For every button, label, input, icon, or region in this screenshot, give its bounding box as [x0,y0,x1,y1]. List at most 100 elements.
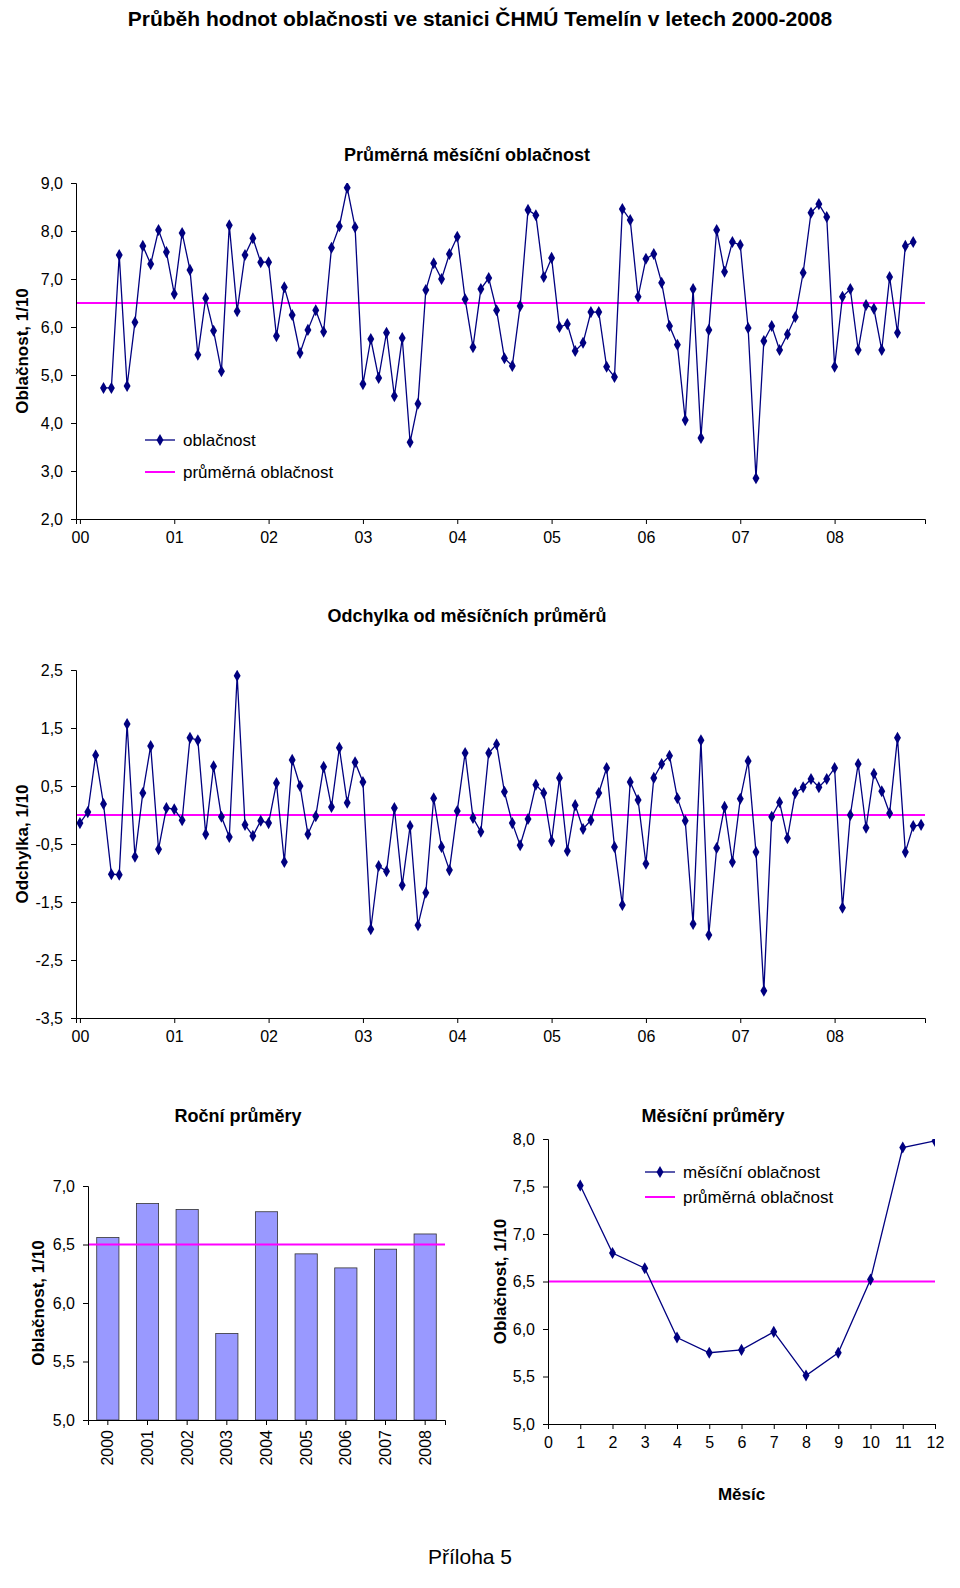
tick-mark [71,960,76,961]
marker [609,1247,616,1259]
marker [768,811,775,823]
marker [855,344,862,356]
axis-line [89,1421,446,1426]
marker [745,322,752,334]
chart: Odchylka od měsíčních průměrů-3,5-2,5-1,… [13,606,926,1045]
background [0,0,960,1588]
marker [359,776,366,788]
chart: Průměrná měsíční oblačnost2,03,04,05,06,… [13,145,926,546]
tick-label: 12 [927,1434,945,1451]
tick-mark [835,519,836,524]
marker [611,841,618,853]
marker [517,839,524,851]
marker [666,750,673,762]
tick-label: 01 [166,1028,184,1045]
tick-label: 00 [72,529,90,546]
tick-mark [147,1420,148,1425]
marker [705,929,712,941]
marker [839,902,846,914]
marker [399,332,406,344]
tick-label: 2002 [179,1430,196,1466]
marker [179,227,186,239]
y-axis-title: Oblačnost, 1/10 [13,288,32,414]
marker [352,756,359,768]
tick: 04 [449,519,467,546]
marker [894,732,901,744]
marker [328,242,335,254]
marker [485,747,492,759]
marker [265,817,272,829]
legend-label: oblačnost [183,431,256,450]
tick-mark [548,1424,549,1429]
tick: 03 [355,1018,373,1045]
axis-line [77,520,926,525]
marker [320,761,327,773]
tick-mark [740,519,741,524]
tick-mark [80,519,81,524]
marker [438,841,445,853]
tick-label: 8 [802,1434,811,1451]
marker [619,899,626,911]
tick-mark [174,1018,175,1023]
tick-mark [935,1424,936,1429]
tick: 5,0 [41,367,76,384]
marker [477,826,484,838]
reference-line [88,1244,445,1246]
tick: 5,0 [513,1416,548,1433]
bar [295,1254,317,1420]
marker [706,1347,713,1359]
marker [682,414,689,426]
tick: 07 [732,519,750,546]
tick: 6,0 [41,319,76,336]
tick-mark [457,519,458,524]
tick-label: 7 [770,1434,779,1451]
tick-label: 9,0 [41,175,63,192]
tick-mark [543,1187,548,1188]
marker [808,773,815,785]
tick: 07 [732,1018,750,1045]
marker [139,240,146,252]
marker [194,349,201,361]
marker [674,339,681,351]
tick-label: 6,5 [53,1236,75,1253]
marker [493,738,500,750]
tick: 0,5 [41,778,76,795]
tick-mark [83,1303,88,1304]
marker [430,257,437,269]
marker [540,271,547,283]
tick-label: 5,0 [53,1412,75,1429]
marker [603,361,610,373]
tick: 01 [166,1018,184,1045]
marker [619,203,626,215]
y-axis-title: Odchylka, 1/10 [13,784,32,903]
marker [587,814,594,826]
axis-line [549,1425,936,1430]
marker [658,277,665,289]
marker [367,333,374,345]
y-axis: 2,03,04,05,06,07,08,09,0 [41,175,77,528]
tick-mark [646,1018,647,1023]
tick-label: 6,5 [513,1273,535,1290]
tick: 2003 [218,1420,235,1466]
marker [737,793,744,805]
tick: 5,5 [513,1368,548,1385]
marker [540,787,547,799]
plot-area [76,183,925,484]
marker [399,879,406,891]
tick: 9,0 [41,175,76,192]
tick-label: 2006 [337,1430,354,1466]
marker [249,830,256,842]
marker [556,321,563,333]
tick-mark [71,786,76,787]
marker [131,851,138,863]
tick-label: 5,5 [53,1353,75,1370]
marker [375,860,382,872]
tick-label: 01 [166,529,184,546]
marker [509,360,516,372]
marker [187,732,194,744]
marker [210,760,217,772]
tick: 2008 [417,1420,434,1466]
marker [847,283,854,295]
tick: 10 [862,1424,880,1451]
marker [210,325,217,337]
